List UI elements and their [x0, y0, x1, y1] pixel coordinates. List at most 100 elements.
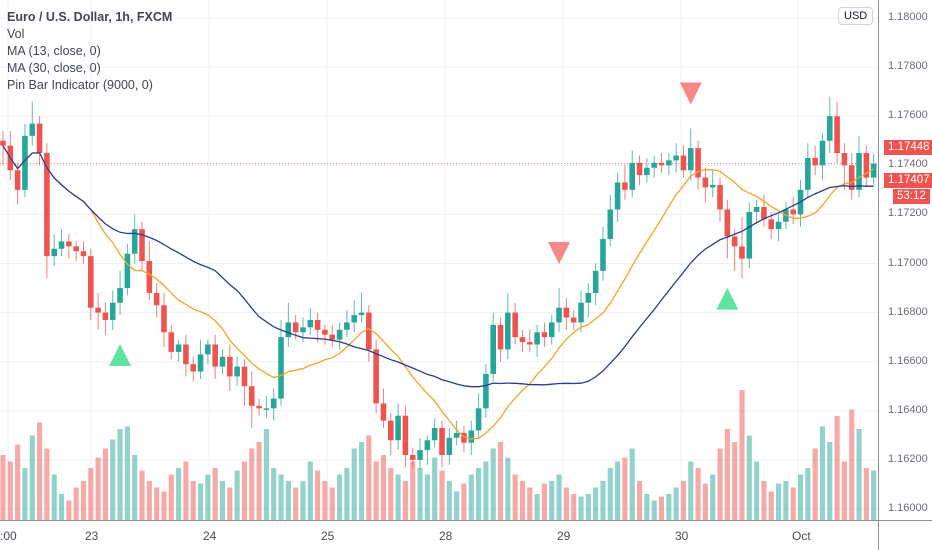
- volume-bar: [615, 461, 621, 520]
- candle-body: [556, 307, 562, 323]
- candle-body: [834, 116, 840, 154]
- legend-pin-bar[interactable]: Pin Bar Indicator (9000, 0): [7, 78, 153, 92]
- volume-bar: [622, 457, 628, 520]
- candle-body: [563, 307, 570, 318]
- volume-bar: [183, 461, 189, 520]
- candle-body: [292, 322, 299, 333]
- time-tick-label: Oct: [792, 529, 811, 543]
- volume-bar: [366, 435, 372, 520]
- volume-bar: [578, 496, 584, 520]
- volume-bar: [666, 494, 672, 520]
- candle-body: [102, 312, 109, 320]
- candle-body: [519, 337, 526, 343]
- candle-body: [622, 182, 628, 190]
- volume-bar: [497, 442, 504, 520]
- volume-bar: [139, 470, 145, 520]
- candle-body: [753, 207, 760, 212]
- volume-bar: [44, 448, 50, 520]
- candle-body: [205, 344, 211, 355]
- legend-volume[interactable]: Vol: [7, 27, 25, 41]
- candle-body: [95, 307, 101, 313]
- candle-body: [314, 319, 321, 330]
- candle-body: [80, 251, 87, 257]
- candle-body: [409, 454, 416, 460]
- candle-body: [461, 432, 467, 443]
- candle-body: [190, 364, 197, 372]
- candle-body: [512, 312, 518, 338]
- volume-bar: [102, 448, 108, 520]
- volume-bar: [439, 470, 445, 520]
- candle-body: [175, 344, 182, 352]
- candle-body: [168, 332, 175, 352]
- volume-bar: [527, 487, 533, 520]
- candle-body: [14, 170, 21, 190]
- candle-body: [278, 337, 284, 399]
- volume-bar: [571, 494, 577, 520]
- price-tick-label: 1.16000: [888, 502, 928, 514]
- volume-bar: [0, 455, 6, 520]
- volume-bar: [337, 474, 343, 520]
- volume-bar: [863, 468, 869, 520]
- candle-body: [702, 177, 709, 188]
- volume-bar: [300, 481, 306, 520]
- time-tick-label: 23: [85, 529, 99, 543]
- time-tick-label: :00: [0, 529, 17, 543]
- volume-bar: [827, 442, 833, 520]
- candle-body: [695, 148, 701, 178]
- volume-bar: [293, 487, 299, 520]
- volume-bar: [790, 487, 796, 520]
- symbol-title[interactable]: Euro / U.S. Dollar, 1h, FXCM: [7, 10, 173, 24]
- candle-body: [402, 415, 409, 455]
- pin-bar-bullish-signal-icon: [716, 287, 739, 310]
- candle-body: [768, 219, 775, 230]
- candle-body: [58, 241, 65, 249]
- candle-body: [124, 253, 131, 289]
- candle-body: [819, 140, 826, 166]
- volume-bar: [154, 487, 160, 520]
- volume-bar: [278, 474, 284, 520]
- candle-body: [146, 261, 153, 293]
- candle-body: [388, 420, 394, 441]
- candle-body: [219, 356, 226, 367]
- candle-body: [212, 344, 218, 367]
- price-tick-label: 1.16200: [888, 452, 928, 465]
- volume-bar: [124, 426, 130, 520]
- volume-bar: [834, 416, 840, 520]
- volume-bar: [468, 474, 474, 520]
- candle-body: [51, 248, 57, 257]
- time-tick-label: 25: [321, 529, 335, 543]
- currency-button[interactable]: USD: [838, 7, 874, 25]
- volume-bar: [271, 468, 277, 520]
- candle-body: [131, 229, 138, 254]
- pin-bar-bullish-signal-icon: [109, 344, 132, 367]
- legend-ma13[interactable]: MA (13, close, 0): [7, 44, 101, 58]
- volume-bar: [22, 468, 28, 520]
- candle-body: [746, 211, 753, 259]
- volume-bar: [388, 468, 394, 520]
- volume-bar: [534, 494, 540, 520]
- volume-bar: [600, 481, 606, 520]
- volume-bar: [841, 461, 847, 520]
- volume-bar: [490, 448, 496, 520]
- volume-bar: [73, 487, 79, 520]
- volume-bar: [688, 461, 694, 520]
- candle-body: [497, 324, 504, 350]
- legend-ma30[interactable]: MA (30, close, 0): [7, 61, 101, 75]
- price-label-high: 1.17448: [884, 140, 932, 155]
- volume-bar: [556, 474, 562, 520]
- candle-body: [227, 356, 233, 377]
- candle-body: [36, 123, 43, 154]
- candle-body: [534, 332, 540, 345]
- candle-body: [88, 256, 94, 308]
- candle-body: [629, 162, 636, 190]
- volume-bar: [7, 461, 13, 520]
- volume-bar: [746, 435, 752, 520]
- candle-body: [248, 386, 255, 406]
- candle-body: [761, 207, 767, 220]
- candle-body: [739, 246, 745, 259]
- volume-bar: [51, 474, 57, 520]
- volume-bar: [812, 448, 818, 520]
- volume-bar: [322, 481, 328, 520]
- candle-body: [183, 344, 189, 365]
